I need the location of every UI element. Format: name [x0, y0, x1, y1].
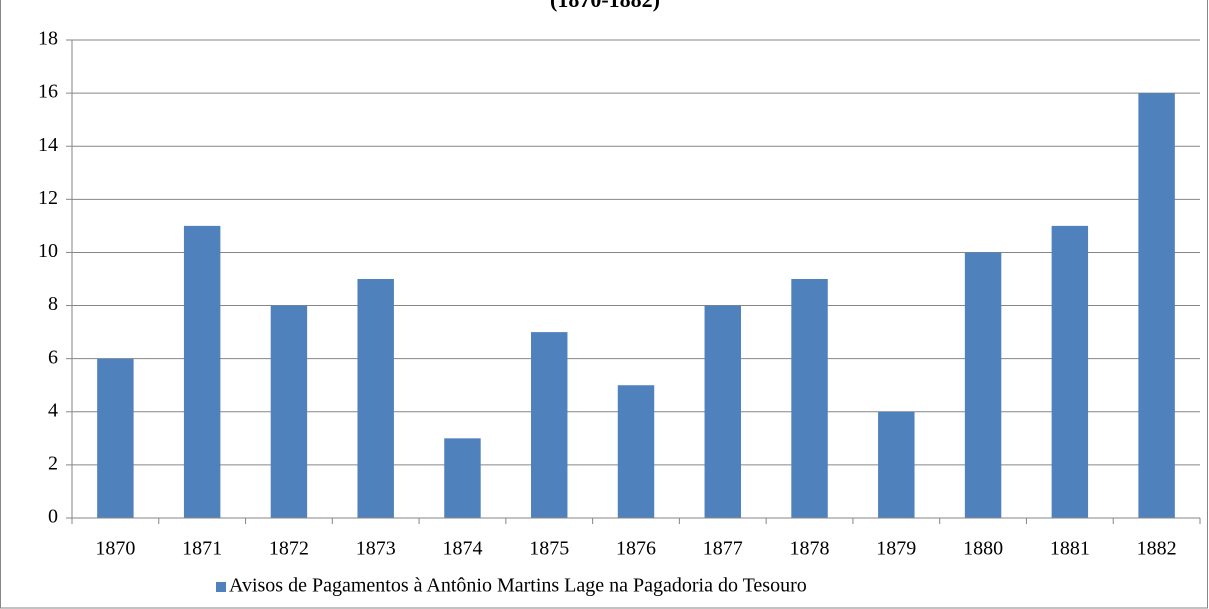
y-tick-label: 4: [48, 399, 58, 421]
y-tick-label: 16: [38, 81, 58, 103]
bar: [704, 305, 741, 518]
x-tick-label: 1870: [95, 538, 135, 560]
bar: [444, 438, 481, 518]
y-tick-label: 0: [48, 506, 58, 528]
x-tick-label: 1876: [616, 538, 656, 560]
chart-title: (1870-1882): [550, 0, 660, 12]
x-tick-label: 1875: [529, 538, 569, 560]
y-tick-label: 14: [38, 134, 58, 156]
y-tick-label: 2: [48, 452, 58, 474]
bar: [97, 358, 134, 518]
x-tick-label: 1873: [356, 538, 396, 560]
bar: [617, 385, 655, 518]
legend-swatch: [216, 582, 226, 592]
bar: [1138, 93, 1175, 518]
bar: [964, 252, 1002, 518]
x-tick-label: 1882: [1137, 538, 1177, 560]
x-tick-label: 1881: [1050, 538, 1090, 560]
x-tick-label: 1880: [963, 538, 1003, 560]
y-tick-label: 8: [48, 293, 58, 315]
x-tick-label: 1878: [790, 538, 830, 560]
x-tick-label: 1872: [269, 538, 309, 560]
bar: [270, 305, 308, 518]
bar: [357, 279, 394, 518]
bar: [531, 332, 568, 518]
bar: [791, 279, 828, 518]
bar: [1051, 225, 1089, 518]
legend-label: Avisos de Pagamentos à Antônio Martins L…: [229, 575, 807, 597]
y-tick-label: 18: [38, 28, 58, 50]
bar: [878, 411, 915, 518]
y-tick-label: 12: [38, 187, 58, 209]
bar: [183, 225, 221, 518]
x-tick-label: 1874: [442, 538, 482, 560]
x-tick-label: 1871: [182, 538, 222, 560]
y-tick-label: 10: [38, 240, 58, 262]
y-tick-label: 6: [48, 346, 58, 368]
x-tick-label: 1877: [703, 538, 743, 560]
x-tick-label: 1879: [876, 538, 916, 560]
